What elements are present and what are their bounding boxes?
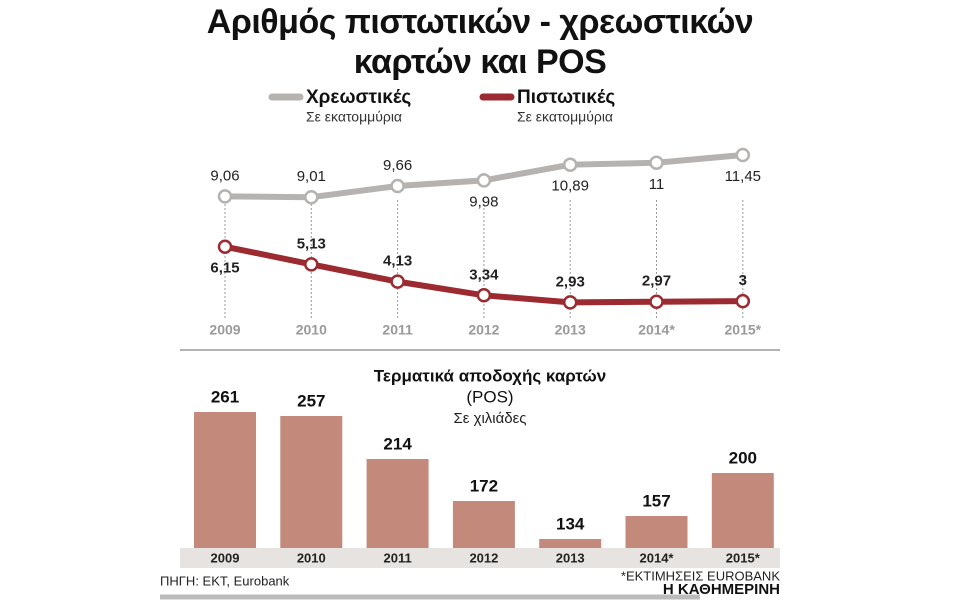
- value-label: 10,89: [551, 178, 589, 195]
- x-tick-label: 2011: [383, 550, 411, 565]
- point: [562, 157, 578, 172]
- bar: [280, 416, 343, 548]
- point: [562, 295, 578, 310]
- value-label: 4,13: [383, 253, 412, 270]
- point: [304, 189, 319, 205]
- bar: [625, 516, 688, 548]
- legend-label: Πιστωτικές: [517, 87, 615, 108]
- x-tick-label: 2012: [469, 550, 498, 565]
- bar: [366, 459, 429, 548]
- x-axis-band: [180, 548, 780, 568]
- x-tick-label: 2015*: [725, 322, 762, 338]
- value-label: 2,97: [642, 273, 671, 290]
- bar: [194, 412, 256, 548]
- legend-label: Χρεωστικές: [306, 87, 411, 108]
- bar-subtitle: (POS): [466, 387, 513, 406]
- note: *ΕΚΤΙΜΗΣΕΙΣ EUROBANK: [621, 568, 780, 583]
- bar: [711, 473, 774, 548]
- value-label: 9,01: [297, 168, 326, 185]
- point: [476, 173, 492, 188]
- value-label: 5,13: [297, 235, 326, 252]
- x-tick-label: 2011: [382, 322, 413, 338]
- value-label: 3,34: [469, 266, 499, 283]
- x-tick-label: 2013: [555, 322, 586, 338]
- legend-unit: Σε εκατομμύρια: [306, 109, 402, 125]
- value-label: 172: [470, 476, 498, 495]
- legend-unit: Σε εκατομμύρια: [517, 109, 613, 125]
- point: [735, 147, 751, 163]
- value-label: 9,98: [469, 193, 498, 210]
- value-label: 257: [297, 391, 325, 410]
- value-label: 11: [649, 176, 665, 193]
- point: [217, 239, 233, 254]
- point: [735, 293, 751, 309]
- value-label: 214: [383, 434, 412, 453]
- bar-title: Τερματικά αποδοχής καρτών: [374, 366, 607, 385]
- point: [476, 288, 492, 303]
- bar: [452, 501, 515, 548]
- point: [304, 257, 319, 272]
- value-label: 261: [211, 387, 239, 406]
- point: [649, 294, 664, 309]
- chart-title: Αριθμός πιστωτικών - χρεωστικών καρτών κ…: [206, 3, 754, 81]
- source: ΠΗΓΗ: ΕΚΤ, Eurobank: [160, 573, 290, 588]
- publisher: Η ΚΑΘΗΜΕΡΙΝΗ: [663, 581, 780, 598]
- x-tick-label: 2009: [209, 322, 240, 338]
- x-tick-label: 2013: [556, 550, 585, 565]
- value-label: 11,45: [725, 168, 761, 185]
- point: [217, 189, 233, 204]
- x-tick-label: 2014*: [638, 322, 675, 338]
- value-label: 6,15: [210, 260, 239, 277]
- x-tick-label: 2015*: [726, 550, 761, 565]
- point: [649, 155, 664, 171]
- x-tick-label: 2012: [468, 322, 499, 338]
- x-tick-label: 2009: [211, 550, 240, 565]
- value-label: 9,66: [383, 157, 412, 174]
- value-label: 2,93: [556, 273, 585, 290]
- x-tick-label: 2014*: [640, 550, 675, 565]
- value-label: 9,06: [210, 167, 239, 184]
- point: [390, 178, 405, 194]
- bar-unit: Σε χιλιάδες: [453, 410, 526, 427]
- value-label: 3: [739, 272, 747, 289]
- value-label: 157: [642, 491, 670, 510]
- point: [390, 274, 405, 289]
- x-tick-label: 2010: [296, 322, 327, 338]
- value-label: 134: [556, 514, 585, 533]
- bar: [539, 539, 602, 548]
- x-tick-label: 2010: [297, 550, 326, 565]
- value-label: 200: [729, 448, 757, 467]
